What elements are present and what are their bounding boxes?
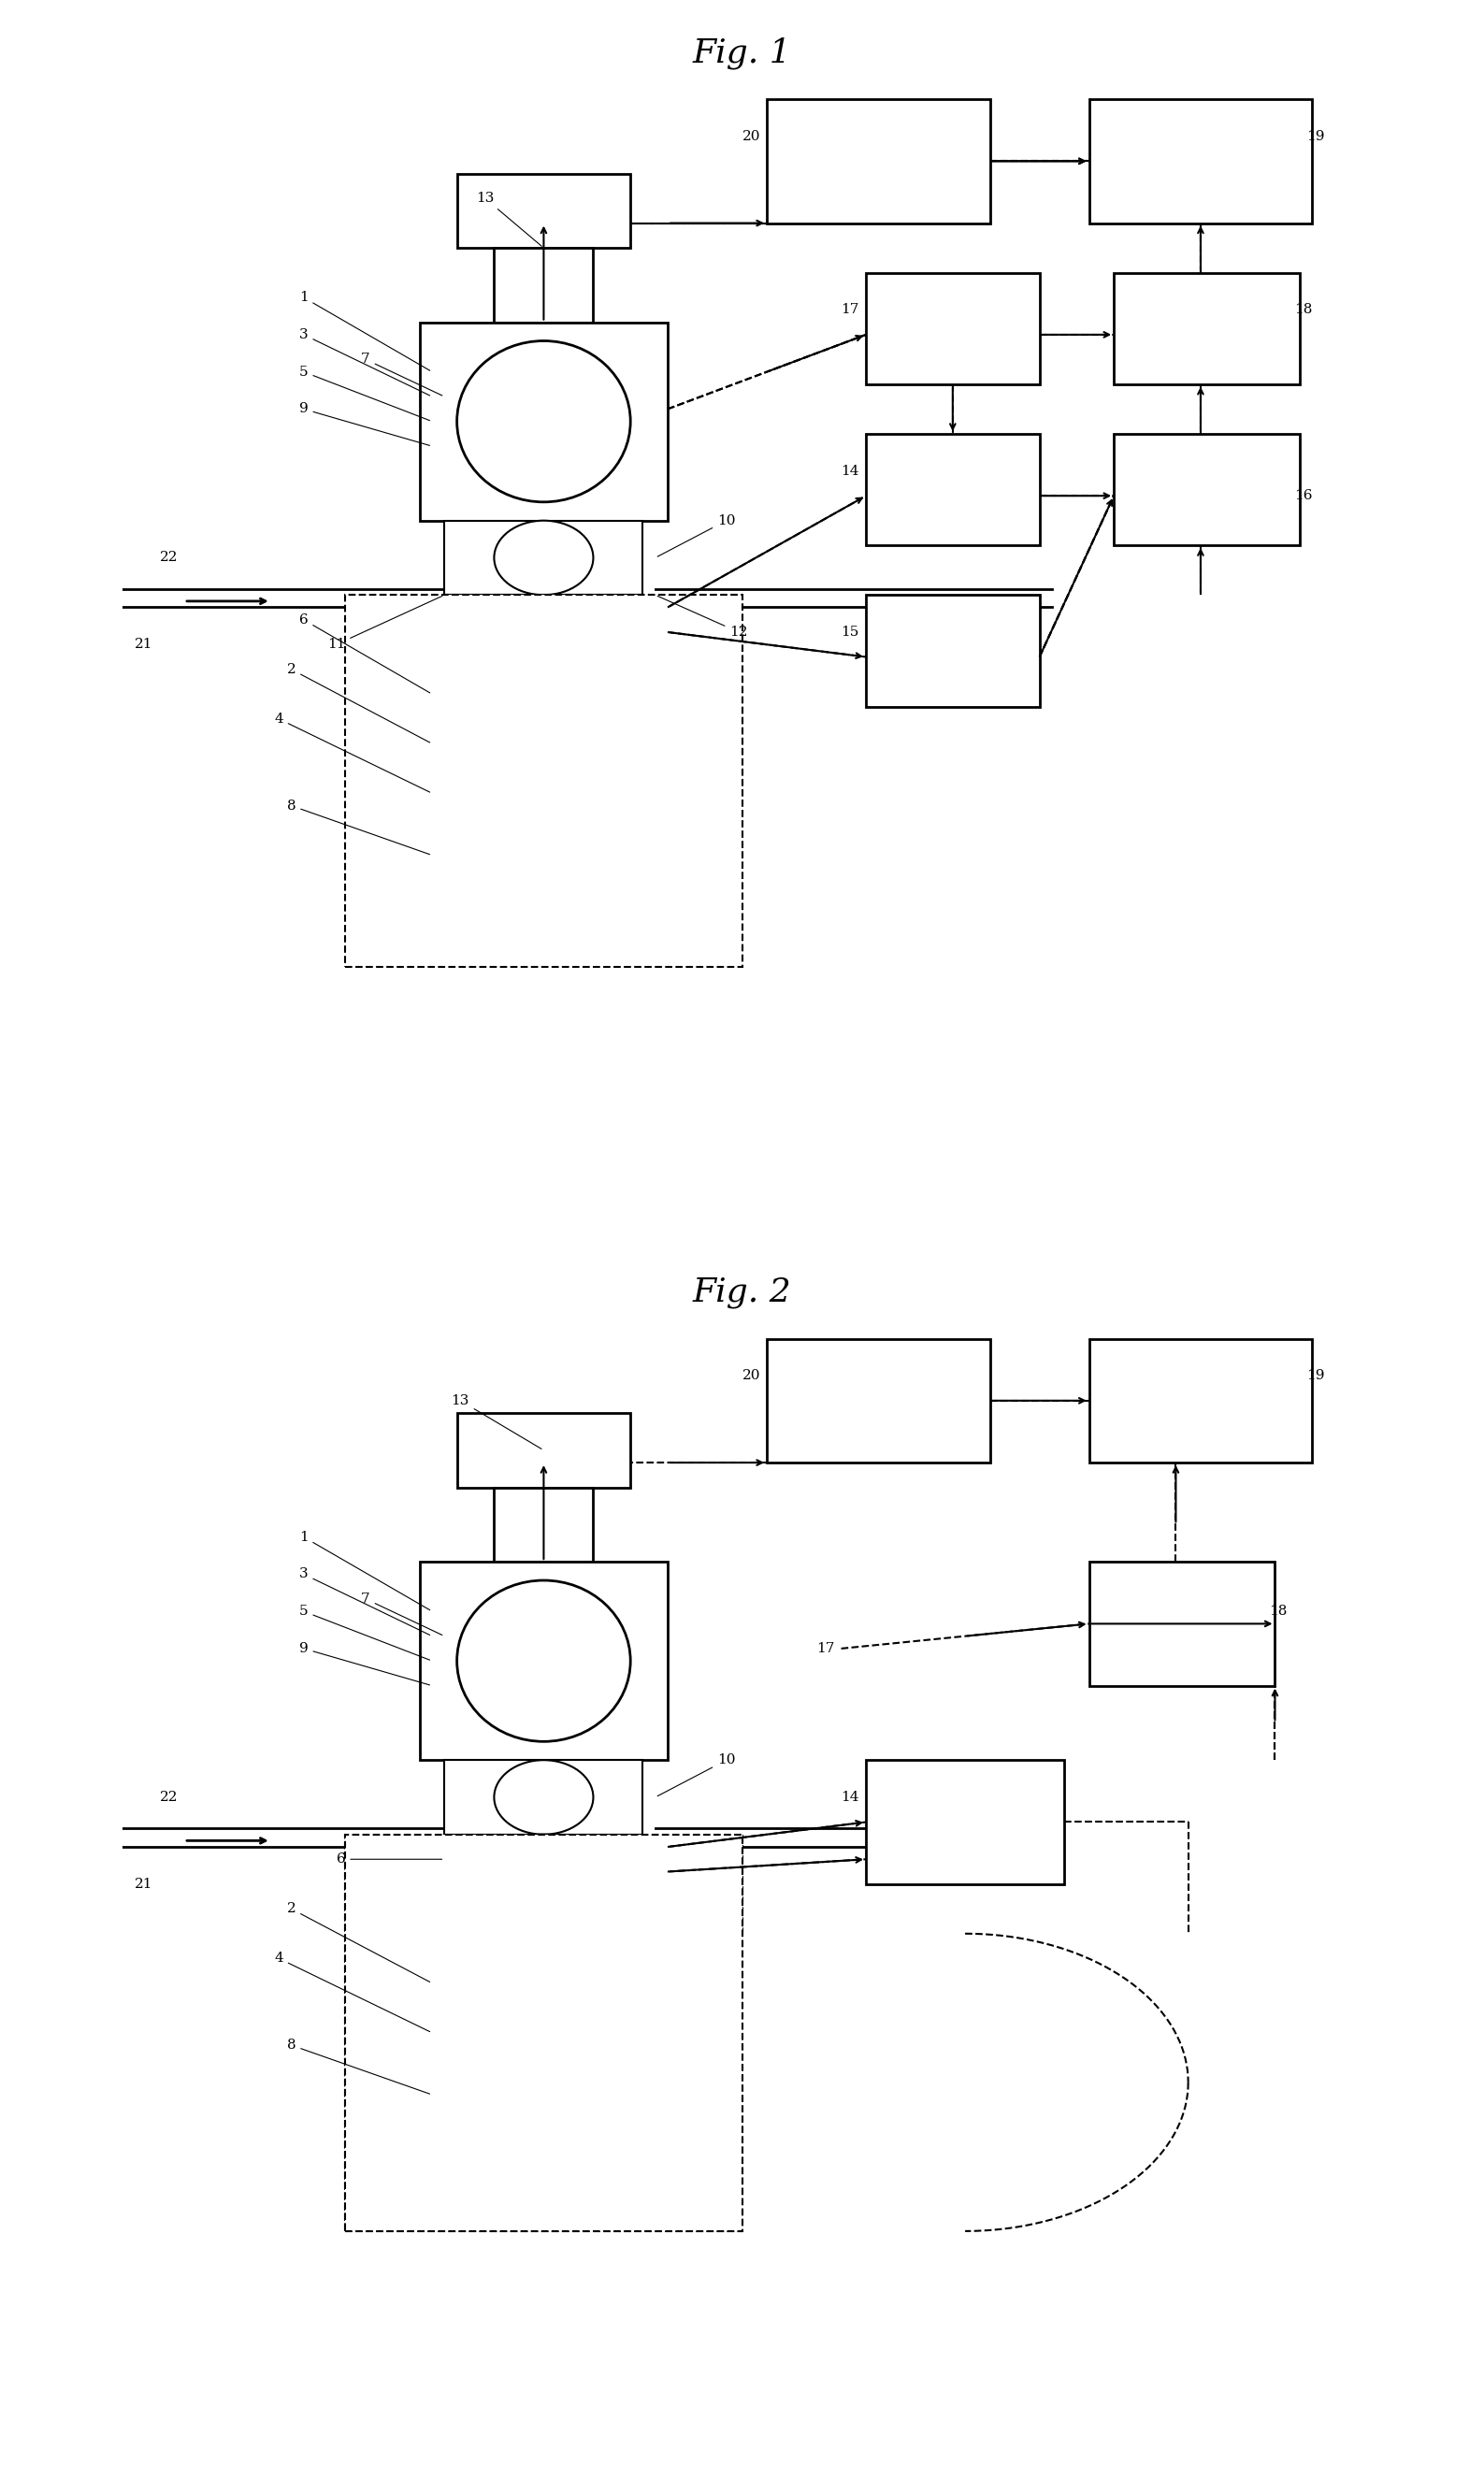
Text: 5: 5 — [300, 364, 430, 421]
Bar — [445, 1834, 643, 1909]
Text: Fig. 2: Fig. 2 — [693, 1277, 791, 1309]
Text: Fig. 1: Fig. 1 — [693, 37, 791, 69]
Text: 1: 1 — [300, 290, 430, 369]
Text: 13: 13 — [451, 1393, 542, 1448]
Text: 19: 19 — [1306, 1368, 1325, 1383]
Text: 14: 14 — [841, 1790, 859, 1805]
Text: 20: 20 — [742, 1368, 760, 1383]
Bar — [1089, 1339, 1312, 1463]
Bar — [457, 1413, 631, 1487]
Text: 10: 10 — [657, 1753, 736, 1797]
Bar — [1089, 1562, 1275, 1686]
Text: 15: 15 — [841, 625, 859, 640]
Text: 18: 18 — [1269, 1604, 1287, 1619]
Bar — [867, 1760, 1064, 1884]
Text: 7: 7 — [361, 352, 442, 397]
Bar — [420, 1909, 668, 2132]
Bar — [420, 1562, 668, 1760]
Text: 10: 10 — [657, 513, 736, 558]
Text: 3: 3 — [300, 327, 430, 397]
Ellipse shape — [494, 595, 594, 669]
Ellipse shape — [457, 342, 631, 501]
Bar — [420, 322, 668, 521]
Ellipse shape — [494, 1834, 594, 1909]
Text: 4: 4 — [275, 711, 430, 793]
Text: 22: 22 — [159, 550, 178, 565]
Bar — [1114, 434, 1300, 545]
Bar — [867, 595, 1039, 707]
Bar — [867, 434, 1039, 545]
Text: 17: 17 — [816, 1641, 834, 1656]
Bar — [767, 99, 990, 223]
Text: 17: 17 — [841, 302, 859, 317]
Bar — [346, 595, 742, 967]
Text: 9: 9 — [300, 402, 430, 446]
Text: 8: 8 — [286, 798, 430, 855]
Bar — [867, 273, 1039, 384]
Text: 12: 12 — [657, 595, 748, 640]
Text: 14: 14 — [841, 464, 859, 478]
Text: 2: 2 — [286, 662, 430, 744]
Text: 2: 2 — [286, 1901, 430, 1983]
Text: 18: 18 — [1294, 302, 1312, 317]
Bar — [445, 521, 643, 595]
Text: 6: 6 — [300, 612, 430, 692]
Text: 1: 1 — [300, 1530, 430, 1609]
Bar — [457, 174, 631, 248]
Text: 3: 3 — [300, 1567, 430, 1636]
Bar — [494, 1487, 594, 1562]
Bar — [445, 1760, 643, 1834]
Text: 7: 7 — [361, 1592, 442, 1636]
Text: 20: 20 — [742, 129, 760, 144]
Ellipse shape — [457, 1939, 631, 2102]
Text: 6: 6 — [337, 1852, 442, 1867]
Text: 5: 5 — [300, 1604, 430, 1661]
Ellipse shape — [457, 1582, 631, 1740]
Bar — [445, 595, 643, 669]
Bar — [767, 1339, 990, 1463]
Text: 8: 8 — [286, 2038, 430, 2095]
Text: 16: 16 — [1294, 488, 1312, 503]
Bar — [1114, 273, 1300, 384]
Text: 13: 13 — [476, 191, 542, 245]
Text: 11: 11 — [326, 595, 442, 652]
Bar — [494, 248, 594, 322]
Bar — [1089, 99, 1312, 223]
Bar — [420, 669, 668, 892]
Text: 21: 21 — [135, 637, 153, 652]
Text: 4: 4 — [275, 1951, 430, 2033]
Ellipse shape — [494, 1760, 594, 1834]
Text: 22: 22 — [159, 1790, 178, 1805]
Ellipse shape — [494, 521, 594, 595]
Text: 21: 21 — [135, 1877, 153, 1891]
Bar — [346, 1834, 742, 2231]
Text: 9: 9 — [300, 1641, 430, 1686]
Text: 19: 19 — [1306, 129, 1325, 144]
Ellipse shape — [457, 699, 631, 863]
